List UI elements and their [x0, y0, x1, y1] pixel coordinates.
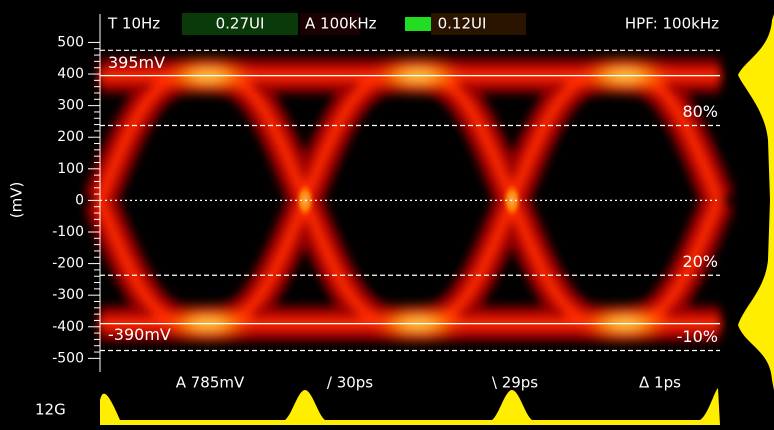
readout: HPF: 100kHz — [625, 15, 719, 33]
y-tick-label: 100 — [57, 161, 84, 177]
y-tick-label: -300 — [52, 287, 84, 303]
y-tick-label: 500 — [57, 34, 84, 50]
y-tick-label: -200 — [52, 256, 84, 272]
y-tick-label: -100 — [52, 224, 84, 240]
y-tick-label: 0 — [75, 192, 84, 208]
readout: A 785mV — [176, 374, 245, 392]
rate-label: 12G — [35, 401, 66, 419]
readout-box — [431, 13, 526, 35]
readout: A 100kHz — [305, 15, 377, 33]
reference-label: 80% — [682, 102, 718, 121]
y-tick-label: 200 — [57, 129, 84, 145]
readout-bar — [405, 17, 431, 31]
horizontal-histogram — [100, 388, 720, 425]
readout: T 10Hz — [107, 15, 160, 33]
vertical-histogram — [738, 14, 774, 390]
readout: 0.12UI — [438, 15, 487, 33]
y-tick-label: -500 — [52, 350, 84, 366]
reference-label: -390mV — [108, 325, 171, 344]
reference-label: -10% — [677, 327, 718, 346]
readout-box — [182, 13, 298, 35]
reference-label: 395mV — [108, 53, 165, 72]
y-tick-label: 400 — [57, 66, 84, 82]
readout: \ 29ps — [492, 374, 538, 392]
readout: 0.27UI — [216, 15, 265, 33]
readout: / 30ps — [327, 374, 373, 392]
readout-box — [300, 13, 360, 35]
readout: Δ 1ps — [639, 374, 681, 392]
reference-label: 20% — [682, 252, 718, 271]
y-tick-label: 300 — [57, 98, 84, 114]
y-axis-label: (mV) — [8, 182, 26, 219]
y-tick-label: -400 — [52, 319, 84, 335]
